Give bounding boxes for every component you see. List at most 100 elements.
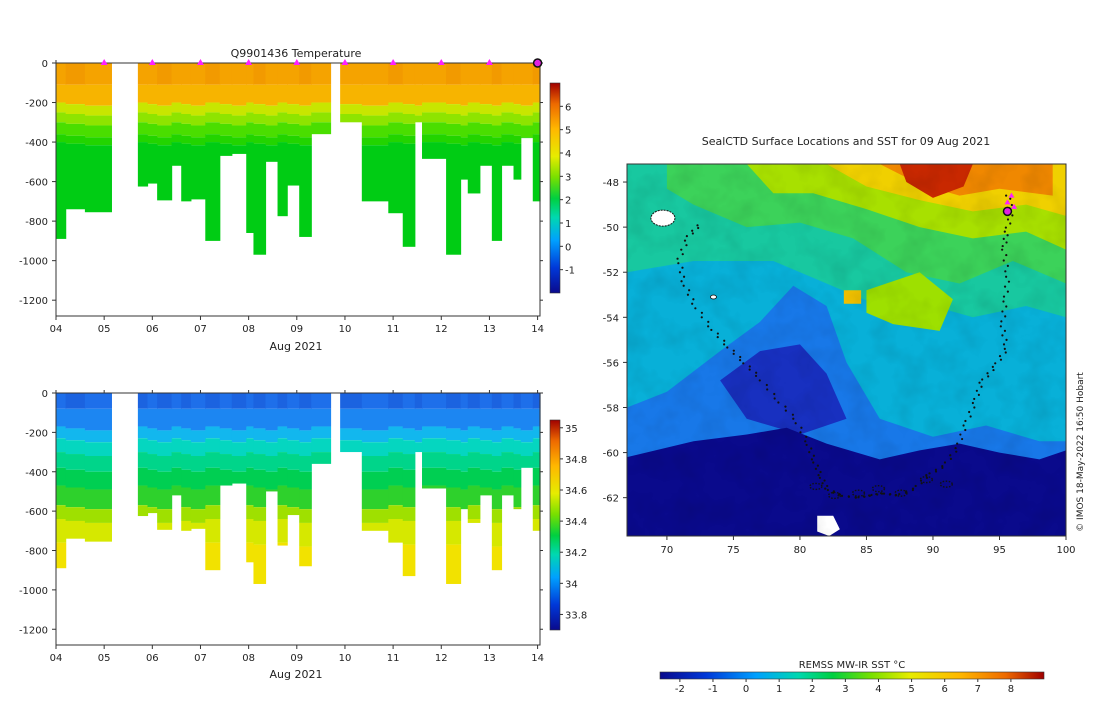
surface-marker (100, 59, 108, 65)
track-point (999, 358, 1003, 361)
halocline-upper (84, 430, 112, 443)
intermediate-water (231, 471, 247, 484)
profile-column (147, 393, 158, 514)
y-tick-label: -600 (25, 178, 48, 189)
deep-water-upper (246, 505, 255, 519)
track-point (1005, 253, 1008, 257)
deep-water-upper (299, 509, 312, 523)
intermediate-water (190, 471, 206, 490)
warm-surface-layer (299, 63, 312, 85)
x-tick-label: 13 (483, 324, 496, 335)
thermocline-mid (388, 112, 404, 123)
track-point (934, 470, 938, 473)
surface-layer-lower (520, 408, 534, 431)
halocline-upper (231, 430, 247, 443)
track-point (680, 248, 683, 251)
track-point (691, 302, 694, 305)
track-point (707, 325, 710, 328)
lat-tick-label: -60 (603, 449, 619, 460)
deep-water (491, 145, 503, 241)
colorbar-tick-label: 1 (776, 684, 782, 695)
fresh-surface-layer (277, 393, 288, 409)
thermocline-upper (340, 104, 363, 114)
thermocline-upper (446, 104, 462, 114)
deep-transition (56, 134, 67, 143)
surface-layer-lower (446, 408, 462, 429)
deepest-water (402, 544, 416, 577)
x-tick-label: 13 (483, 653, 496, 664)
colorbar-tick-label: 4 (565, 149, 571, 160)
surface-layer-lower (231, 84, 247, 106)
surface-layer-lower (501, 408, 515, 427)
deep-transition (147, 135, 158, 144)
track-point (1006, 218, 1010, 221)
deep-water (402, 520, 416, 545)
surface-layer-lower (520, 84, 534, 106)
deep-water (219, 143, 233, 156)
surface-layer-lower (231, 408, 247, 431)
deep-transition (467, 485, 481, 506)
deep-water (56, 519, 67, 543)
halocline-mid (361, 442, 389, 456)
track-point (1005, 194, 1008, 197)
deep-water (460, 145, 469, 180)
lon-tick-label: 90 (927, 545, 940, 556)
intermediate-water (402, 469, 416, 488)
deep-water-upper (361, 509, 389, 523)
colorbar-tick-label: 5 (565, 126, 571, 137)
lon-tick-label: 100 (1056, 545, 1075, 556)
track-point (962, 424, 965, 427)
intermediate-water (137, 467, 149, 486)
surface-layer-lower (491, 408, 503, 431)
deep-water (402, 143, 416, 247)
halocline-lower (190, 456, 206, 472)
surface-layer-lower (513, 84, 522, 105)
warm-surface-layer (205, 63, 221, 85)
profile-column (219, 393, 233, 486)
surface-layer-lower (513, 408, 522, 429)
surface-layer-lower (532, 84, 541, 103)
deepest-water (56, 542, 67, 569)
surface-layer-lower (467, 84, 481, 103)
deep-transition (388, 485, 404, 506)
fresh-surface-layer (246, 393, 255, 409)
track-point (680, 280, 683, 283)
halocline-mid (460, 442, 469, 456)
thermocline-lower (137, 122, 149, 135)
track-point (723, 339, 726, 342)
halocline-upper (277, 426, 288, 439)
x-tick-label: 04 (50, 324, 63, 335)
deep-water (147, 143, 158, 184)
profile-column (422, 393, 447, 489)
profile-column (299, 393, 312, 567)
thermocline-mid (253, 113, 267, 124)
deep-water (287, 143, 300, 186)
halocline-upper (147, 428, 158, 441)
fresh-surface-layer (479, 393, 493, 409)
halocline-mid (446, 440, 462, 455)
intermediate-water (84, 471, 112, 490)
deep-transition (84, 137, 112, 146)
profile-column (157, 63, 173, 201)
deep-water (299, 145, 312, 237)
deep-transition (287, 135, 300, 144)
track-point (882, 492, 886, 495)
deep-water (513, 143, 522, 180)
fresh-surface-layer (205, 393, 221, 409)
profile-column (361, 63, 389, 202)
halocline-mid (277, 438, 288, 453)
deep-water (277, 519, 288, 543)
deep-transition (205, 485, 221, 506)
warm-surface-layer (246, 63, 255, 85)
lat-tick-label: -54 (603, 313, 619, 324)
surface-layer-lower (388, 84, 404, 103)
thermocline-upper (501, 102, 515, 113)
track-point (810, 447, 813, 450)
fresh-surface-layer (311, 393, 332, 409)
track-point (681, 253, 684, 256)
thermocline-upper (137, 102, 149, 113)
deep-water (181, 143, 192, 202)
halocline-upper (467, 426, 481, 439)
deep-transition (361, 137, 389, 146)
deep-transition (402, 487, 416, 508)
